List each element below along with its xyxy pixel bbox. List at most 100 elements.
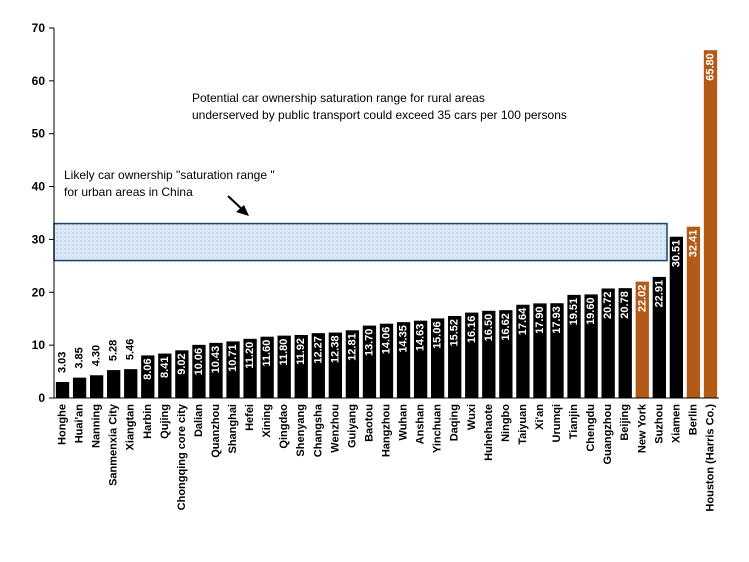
data-label: 12.81: [346, 333, 358, 361]
data-label: 17.90: [534, 306, 546, 334]
category-label: Honghe: [57, 404, 69, 445]
saturation-band: [53, 222, 668, 262]
category-label: Guiyang: [346, 404, 358, 448]
data-label: 20.72: [602, 291, 614, 319]
bar: [294, 334, 308, 398]
bar: [652, 276, 666, 398]
category-label: Chengdu: [585, 404, 597, 452]
bar: [311, 333, 325, 398]
bar: [431, 318, 445, 398]
category-label: Quanzhou: [210, 404, 222, 458]
category-label: Anshan: [415, 404, 427, 445]
data-label: 3.85: [74, 347, 86, 368]
data-label: 16.50: [483, 314, 495, 342]
bar: [107, 370, 121, 398]
data-label: 12.38: [329, 336, 341, 364]
data-label: 14.35: [398, 325, 410, 353]
category-labels-layer: Honghe Huai'an Nanning Sanmenxia City Xiangt…: [57, 403, 717, 511]
category-label: Yinchuan: [432, 404, 444, 453]
data-label: 14.63: [415, 324, 427, 352]
category-label: Guangzhou: [602, 404, 614, 465]
bar: [192, 344, 206, 398]
data-label: 19.60: [585, 297, 597, 325]
category-label: Tianjin: [568, 404, 580, 440]
annotation-urban-line1: Likely car ownership "saturation range ": [64, 168, 275, 182]
category-label: Chongqing core city: [176, 403, 188, 510]
data-label: 5.28: [108, 340, 120, 361]
category-label: Xiangtan: [125, 404, 137, 451]
category-label: Shanghai: [227, 404, 239, 454]
bar: [124, 369, 138, 398]
bar: [209, 342, 223, 398]
bar: [277, 335, 291, 398]
y-tick-label: 50: [32, 127, 46, 141]
bar: [328, 332, 342, 398]
category-label: Taiyuan: [517, 404, 529, 445]
bar: [413, 320, 428, 398]
annotation-rural-line2: underserved by public transport could ex…: [192, 108, 567, 122]
data-label: 8.41: [159, 357, 171, 378]
data-label: 5.46: [125, 339, 137, 360]
bar: [158, 353, 172, 398]
bar: [89, 375, 104, 398]
data-label: 4.30: [91, 345, 103, 366]
bars-layer: [55, 50, 718, 398]
category-label: Sanmenxia City: [108, 403, 120, 486]
bar: [345, 330, 360, 398]
data-label: 16.16: [466, 316, 478, 344]
y-tick-label: 0: [38, 391, 45, 405]
category-label: Xi'an: [534, 404, 546, 430]
bar: [669, 236, 684, 398]
data-label: 11.20: [244, 342, 256, 369]
data-label: 11.92: [295, 338, 307, 365]
category-label: Dalian: [193, 404, 205, 437]
y-tick-label: 60: [32, 74, 46, 88]
data-label: 10.06: [193, 348, 205, 376]
data-label: 19.51: [568, 298, 580, 326]
bar: [362, 325, 377, 398]
category-label: Houston (Harris Co.): [704, 404, 716, 512]
data-label: 10.43: [210, 346, 222, 374]
data-label: 12.27: [312, 336, 324, 364]
category-label: Qujing: [159, 404, 171, 439]
bar: [465, 312, 479, 398]
y-tick-label: 30: [32, 232, 46, 246]
y-tick-label: 10: [32, 338, 46, 352]
category-label: Baotou: [363, 404, 375, 442]
annotation-rural-line1: Potential car ownership saturation range…: [192, 91, 485, 105]
category-label: Berlin: [687, 404, 699, 435]
bar: [72, 377, 87, 398]
category-label: Huai'an: [74, 404, 86, 444]
data-label: 15.52: [449, 319, 461, 347]
annotation-urban-line2: for urban areas in China: [64, 185, 193, 199]
category-label: Qingdao: [278, 404, 290, 449]
bar: [686, 226, 701, 398]
bar: [533, 303, 547, 398]
bar: [703, 50, 718, 398]
data-label: 11.60: [261, 340, 273, 367]
bar: [567, 294, 581, 398]
data-label: 10.71: [227, 344, 239, 372]
data-label: 65.80: [704, 53, 716, 81]
bar: [499, 310, 513, 398]
bar: [226, 341, 240, 398]
bar: [635, 281, 649, 398]
category-label: Changsha: [312, 403, 324, 457]
category-label: Wuxi: [466, 404, 478, 430]
category-label: Daqing: [449, 404, 461, 441]
bar: [550, 303, 564, 398]
data-label: 13.70: [363, 329, 375, 357]
category-label: Hefei: [244, 404, 256, 431]
bar: [482, 310, 496, 398]
data-label: 32.41: [687, 230, 699, 258]
category-label: Urumqi: [551, 404, 563, 443]
bar: [396, 322, 411, 398]
category-label: Shenyang: [295, 404, 307, 457]
data-label: 17.93: [551, 306, 563, 334]
category-label: Wuhan: [398, 404, 410, 441]
bar: [175, 350, 189, 398]
data-label: 15.06: [432, 321, 444, 349]
data-label: 20.78: [619, 291, 631, 319]
category-label: Hangzhou: [381, 404, 393, 457]
